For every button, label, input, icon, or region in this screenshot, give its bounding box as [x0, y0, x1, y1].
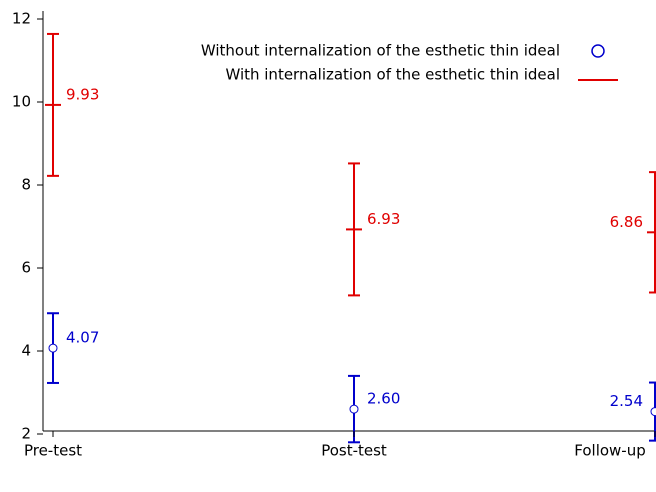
legend-label: With internalization of the esthetic thi…: [225, 66, 560, 84]
x-tick-label: Pre-test: [24, 442, 82, 460]
y-tick-label: 12: [12, 10, 31, 28]
plot-area: [45, 32, 656, 444]
legend-marker: [591, 44, 605, 58]
y-tick-label: 4: [21, 342, 31, 360]
x-tick-label: Follow-up: [574, 442, 646, 460]
mean-marker: [349, 404, 359, 414]
x-tick-label: Post-test: [321, 442, 387, 460]
y-tick-label: 8: [21, 176, 31, 194]
value-label: 6.86: [610, 213, 643, 231]
y-tick-label: 2: [21, 425, 31, 443]
mean-marker: [48, 343, 58, 353]
value-label: 2.60: [367, 390, 400, 408]
y-tick-label: 10: [12, 93, 31, 111]
value-label: 6.93: [367, 210, 400, 228]
value-label: 9.93: [66, 85, 99, 103]
value-label: 2.54: [610, 392, 643, 410]
legend-label: Without internalization of the esthetic …: [201, 42, 560, 60]
mean-marker: [650, 407, 656, 417]
y-tick-label: 6: [21, 259, 31, 277]
value-label: 4.07: [66, 329, 99, 347]
